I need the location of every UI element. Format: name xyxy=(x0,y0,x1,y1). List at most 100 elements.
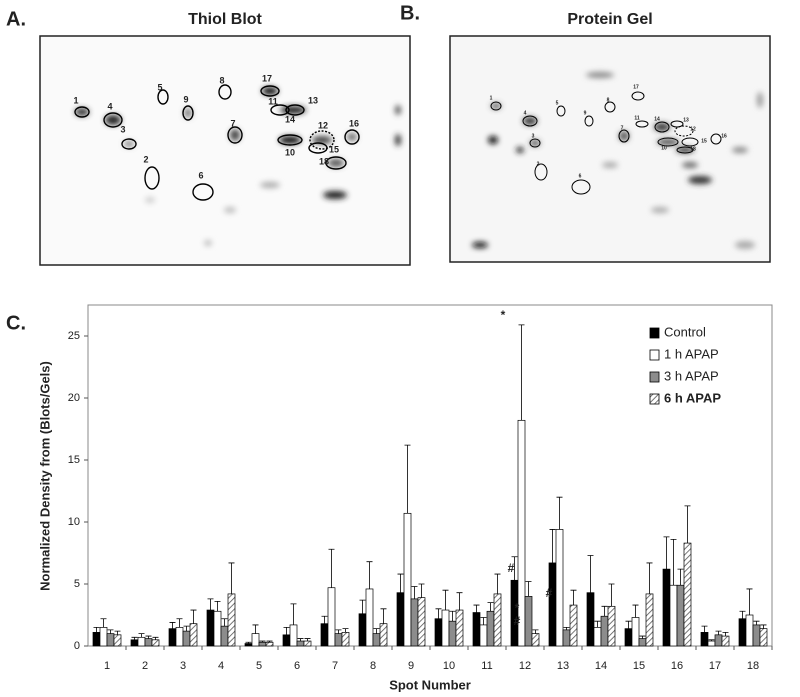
bar xyxy=(189,623,198,647)
blot-spot xyxy=(676,147,694,153)
y-axis-label: Normalized Density from (Blots/Gels) xyxy=(37,361,52,591)
bar xyxy=(517,419,526,647)
error-bar xyxy=(328,548,335,588)
blot-spot xyxy=(224,207,236,213)
error-bar xyxy=(100,618,107,628)
blot-spot xyxy=(586,72,614,78)
error-bar xyxy=(715,630,722,635)
blot-spot xyxy=(516,147,524,153)
spot-label: 13 xyxy=(683,117,689,123)
blot-spot xyxy=(328,159,344,167)
spot-label: 2 xyxy=(143,154,148,164)
x-tick-label: 4 xyxy=(218,660,224,672)
error-bar xyxy=(169,622,176,629)
error-bar xyxy=(228,562,235,594)
y-tick-label: 20 xyxy=(68,392,80,404)
spot-label: 3 xyxy=(532,133,535,139)
y-tick-label: 0 xyxy=(74,640,80,652)
spot-outline xyxy=(285,104,305,116)
bar xyxy=(213,610,222,647)
spot-label: 6 xyxy=(579,173,582,179)
spot-label: 11 xyxy=(268,96,278,106)
bar xyxy=(434,618,443,647)
spot-label: 15 xyxy=(329,144,339,154)
error-bar xyxy=(487,602,494,612)
error-bar xyxy=(442,589,449,611)
spot-label: 5 xyxy=(157,82,162,92)
error-bar xyxy=(435,608,442,619)
error-bar xyxy=(359,599,366,614)
bar xyxy=(296,640,305,647)
error-bar xyxy=(283,627,290,635)
x-tick-label: 18 xyxy=(747,660,759,672)
spot-label: 2 xyxy=(537,161,540,167)
gel-frame xyxy=(449,35,771,263)
error-bar xyxy=(701,625,708,633)
error-bar xyxy=(663,536,670,570)
spot-outline xyxy=(670,120,684,128)
error-bar xyxy=(342,628,349,633)
bar xyxy=(448,620,457,647)
bar xyxy=(645,593,654,647)
spot-outline xyxy=(309,130,335,150)
error-bar xyxy=(518,324,525,421)
error-bar xyxy=(397,573,404,593)
bar xyxy=(593,627,602,647)
spot-outline xyxy=(277,134,303,146)
bar xyxy=(130,639,139,647)
error-bar xyxy=(722,631,729,637)
spot-outline xyxy=(676,146,694,154)
blot-spot xyxy=(523,117,537,125)
bar xyxy=(99,627,108,647)
legend-label: 1 h APAP xyxy=(664,346,719,361)
x-tick-label: 7 xyxy=(332,660,338,672)
spot-label: 4 xyxy=(107,101,112,111)
bar xyxy=(548,562,557,647)
error-bar xyxy=(677,568,684,586)
error-bar xyxy=(594,620,601,628)
blot-spot xyxy=(145,197,155,203)
error-bar xyxy=(625,620,632,629)
error-bar xyxy=(152,636,159,640)
error-bar xyxy=(190,609,197,624)
panel-label: B. xyxy=(400,2,420,24)
error-bar xyxy=(511,556,518,581)
spot-layer: 1234567891011121314151617181234567891011… xyxy=(73,73,727,201)
blot-spot xyxy=(472,242,488,248)
spot-outline xyxy=(604,101,616,113)
blot-spot xyxy=(688,176,712,184)
bar xyxy=(396,592,405,647)
panel-title: Protein Gel xyxy=(567,11,652,28)
bar xyxy=(289,624,298,647)
blot-spot xyxy=(105,115,121,125)
spot-outline xyxy=(681,137,699,147)
blot-spot xyxy=(735,241,755,249)
bar xyxy=(113,634,122,647)
panel-label: C. xyxy=(6,312,26,334)
error-bar xyxy=(601,605,608,617)
blot-spot xyxy=(279,136,301,144)
legend-label: Control xyxy=(664,324,706,339)
error-bar xyxy=(746,588,753,615)
spot-label: 14 xyxy=(285,114,295,124)
spot-label: 8 xyxy=(607,97,610,103)
blot-spot xyxy=(312,136,332,144)
bar xyxy=(752,624,761,647)
bar xyxy=(600,615,609,647)
spot-outline xyxy=(635,120,649,128)
error-bar xyxy=(570,589,577,606)
significance-mark: # xyxy=(546,586,553,600)
bar xyxy=(759,628,768,647)
spot-label: 9 xyxy=(584,110,587,116)
spot-label: 12 xyxy=(318,120,328,130)
bar xyxy=(320,623,329,647)
y-tick-label: 10 xyxy=(68,516,80,528)
bar xyxy=(358,613,367,647)
blot-spot xyxy=(347,133,357,141)
spot-outline xyxy=(218,84,232,100)
error-bar xyxy=(290,603,297,625)
spot-outline xyxy=(556,105,566,117)
blot-spot xyxy=(75,108,89,116)
spot-outline xyxy=(260,85,280,97)
